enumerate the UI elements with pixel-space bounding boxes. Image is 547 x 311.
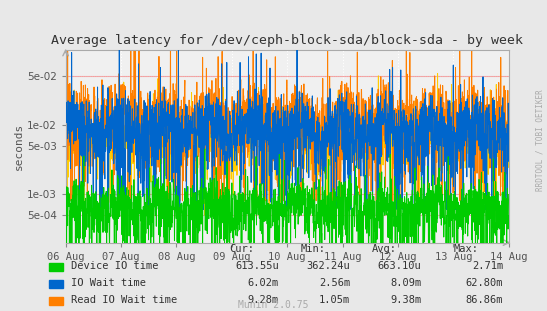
Text: Munin 2.0.75: Munin 2.0.75 [238, 300, 309, 310]
Text: Min:: Min: [301, 244, 326, 254]
Text: Max:: Max: [454, 244, 479, 254]
Text: 62.80m: 62.80m [465, 278, 503, 288]
Text: 1.05m: 1.05m [319, 295, 350, 305]
Text: 362.24u: 362.24u [306, 261, 350, 271]
Text: 663.10u: 663.10u [377, 261, 421, 271]
Text: 9.38m: 9.38m [390, 295, 421, 305]
Text: 2.56m: 2.56m [319, 278, 350, 288]
Text: 8.09m: 8.09m [390, 278, 421, 288]
Text: RRDTOOL / TOBI OETIKER: RRDTOOL / TOBI OETIKER [536, 89, 544, 191]
Text: 2.71m: 2.71m [472, 261, 503, 271]
Text: 6.02m: 6.02m [248, 278, 279, 288]
Text: Cur:: Cur: [230, 244, 255, 254]
Text: Device IO time: Device IO time [71, 261, 159, 271]
Text: Read IO Wait time: Read IO Wait time [71, 295, 177, 305]
Title: Average latency for /dev/ceph-block-sda/block-sda - by week: Average latency for /dev/ceph-block-sda/… [51, 34, 523, 47]
Text: 9.28m: 9.28m [248, 295, 279, 305]
Text: Avg:: Avg: [372, 244, 397, 254]
Y-axis label: seconds: seconds [14, 123, 24, 170]
Text: 613.55u: 613.55u [235, 261, 279, 271]
Text: IO Wait time: IO Wait time [71, 278, 146, 288]
Text: 86.86m: 86.86m [465, 295, 503, 305]
